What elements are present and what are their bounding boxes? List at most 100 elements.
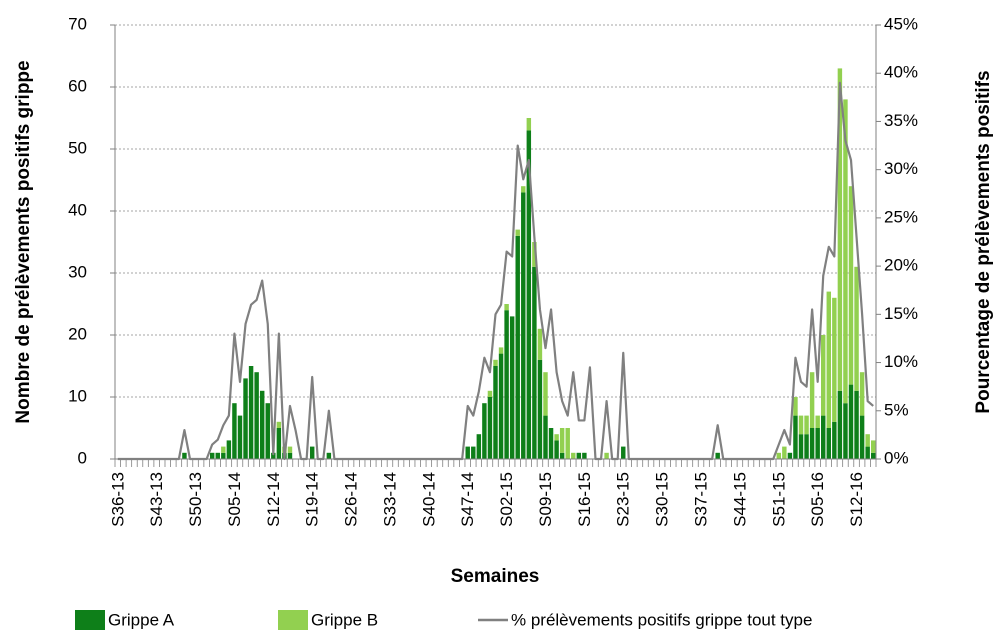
x-tick-label: S30-15: [653, 472, 672, 527]
x-axis-title: Semaines: [451, 566, 540, 587]
y2-tick-label: 0%: [884, 448, 909, 467]
x-tick-label: S33-14: [380, 472, 399, 527]
bar: [865, 446, 870, 459]
y2-tick-label: 45%: [884, 14, 918, 33]
bar: [859, 415, 865, 459]
bar: [848, 186, 854, 385]
bar: [271, 452, 276, 459]
bar: [871, 440, 876, 453]
x-tick-label: S50-13: [186, 472, 205, 527]
bar: [515, 229, 520, 236]
x-tick-label: S12-14: [264, 472, 283, 527]
bar: [776, 452, 782, 459]
x-tick-label: S23-15: [614, 472, 633, 527]
bar: [532, 266, 537, 459]
y-tick-label: 60: [68, 76, 87, 95]
x-tick-label: S51-15: [769, 472, 788, 527]
bar: [537, 328, 543, 360]
bar: [521, 192, 526, 459]
bar: [226, 440, 232, 459]
bar: [215, 452, 220, 459]
y2-tick-label: 5%: [884, 400, 909, 419]
legend-label: % prélèvements positifs grippe tout type: [511, 610, 812, 629]
bar: [493, 366, 498, 459]
bar: [821, 335, 826, 416]
y-tick-label: 30: [68, 262, 87, 281]
legend-label: Grippe A: [108, 610, 175, 629]
legend-swatch: [75, 610, 105, 630]
bar: [526, 118, 532, 131]
bar: [582, 452, 587, 459]
bar: [809, 372, 815, 428]
y2-tick-label: 15%: [884, 304, 918, 323]
x-tick-label: S37-15: [692, 472, 711, 527]
bar: [209, 452, 215, 459]
bar: [571, 452, 576, 459]
bar: [604, 452, 609, 459]
bar: [798, 434, 804, 459]
bar: [326, 452, 332, 459]
bar: [543, 372, 548, 416]
bar: [809, 428, 815, 459]
legend-swatch: [278, 610, 308, 630]
bar: [309, 446, 315, 459]
bar: [554, 440, 559, 459]
y-tick-label: 40: [68, 200, 87, 219]
bar: [854, 266, 859, 391]
bar: [821, 415, 826, 459]
x-tick-label: S19-14: [303, 472, 322, 527]
x-tick-label: S02-15: [497, 472, 516, 527]
bar: [826, 291, 832, 428]
bar: [826, 428, 832, 459]
y-tick-label: 70: [68, 14, 87, 33]
x-tick-label: S47-14: [458, 472, 477, 527]
bar: [843, 99, 848, 404]
bar: [276, 421, 282, 428]
bar: [515, 235, 520, 459]
bar: [471, 446, 476, 459]
bar: [287, 452, 293, 459]
bar: [576, 452, 582, 459]
bar: [543, 415, 548, 459]
bar: [487, 390, 493, 397]
x-tick-label: S43-13: [147, 472, 166, 527]
bar: [804, 415, 809, 435]
bar: [715, 452, 720, 459]
bar: [287, 446, 293, 453]
bar: [276, 428, 282, 459]
x-tick-label: S44-15: [730, 472, 749, 527]
y-tick-label: 50: [68, 138, 87, 157]
bar: [526, 130, 532, 459]
x-tick-label: S36-13: [108, 472, 127, 527]
bar: [621, 446, 626, 459]
bar: [537, 359, 543, 459]
bar: [265, 403, 270, 459]
bar: [221, 452, 226, 459]
x-tick-label: S26-14: [342, 472, 361, 527]
bar: [559, 452, 565, 459]
bar: [804, 434, 809, 459]
bar: [509, 316, 515, 459]
bar: [487, 397, 493, 459]
bar: [848, 384, 854, 459]
x-tick-label: S09-15: [536, 472, 555, 527]
bar: [504, 310, 509, 459]
y2-tick-label: 20%: [884, 256, 918, 275]
bar: [815, 415, 820, 428]
bar: [837, 68, 843, 391]
bar: [859, 372, 865, 416]
bar: [232, 403, 237, 459]
bar: [837, 390, 843, 459]
bar: [465, 446, 470, 459]
x-tick-label: S40-14: [419, 472, 438, 527]
bar: [798, 415, 804, 435]
bar: [532, 242, 537, 267]
bar: [248, 366, 254, 459]
y-tick-label: 0: [78, 448, 87, 467]
bar: [243, 378, 248, 459]
bar: [793, 415, 798, 459]
bar: [787, 452, 793, 459]
bar: [221, 446, 226, 453]
bar: [182, 452, 187, 459]
